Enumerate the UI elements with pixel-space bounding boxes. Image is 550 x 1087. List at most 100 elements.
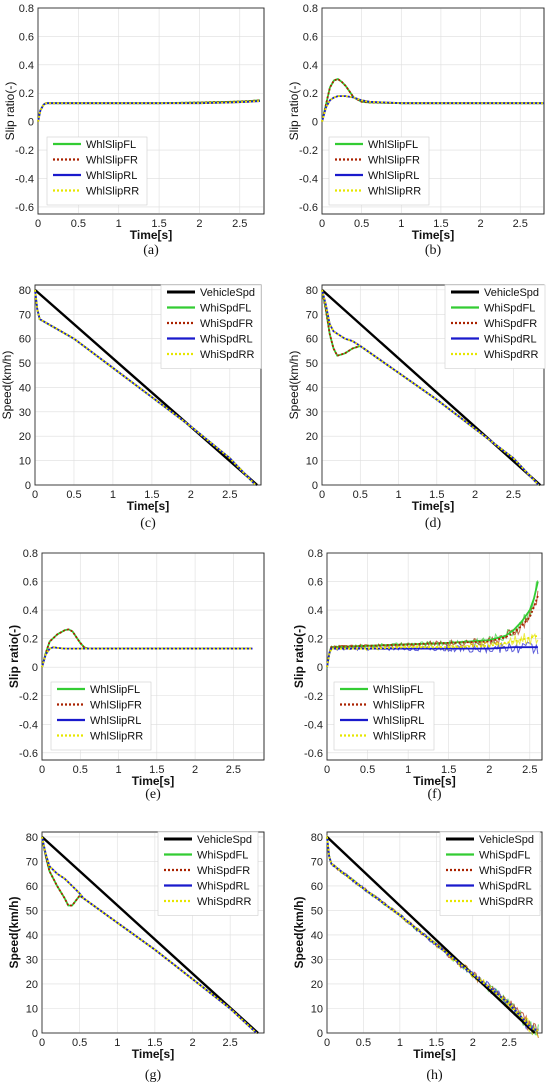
y-tick-label: -0.4 [304,719,323,731]
legend-label: WhlSlipRR [373,731,426,743]
plot-frame [326,552,543,761]
y-tick-label: 20 [19,431,31,443]
legend: VehicleSpd WhiSpdFL WhiSpdFR WhiSpdRL WhiSpd… [444,284,546,369]
y-tick-label: 0.8 [19,3,34,15]
legend-label: WhlSlipFR [368,155,420,167]
series-line-whlsliprl [41,646,253,668]
y-tick-label: -0.2 [19,691,38,703]
y-tick-label: 0 [32,662,38,674]
series-line-whispdfr [41,836,258,1034]
y-tick-label: -0.2 [15,145,34,157]
legend-label: WhiSpdRR [484,349,538,361]
x-tick-label: 2 [472,489,478,501]
legend-label: WhiSpdRL [479,881,532,893]
x-tick-label: 1 [397,1037,403,1049]
legend-label: WhlSlipFL [90,684,140,696]
chart-b: 0 0.5 1 1.5 2 2.5 0.8 0.6 0.4 0.2 0 -0.2 -0.4 -0.6 Whl… [287,3,545,258]
y-axis-label: Speed(km/h) [7,896,21,968]
x-tick-label: 2 [486,764,492,776]
x-tick-label: 2 [470,1037,476,1049]
x-tick-label: 1 [398,218,404,230]
y-tick-label: 50 [306,358,318,370]
x-tick-label: 2.5 [222,489,237,501]
x-tick-label: 0 [35,218,41,230]
legend: WhlSlipFL WhlSlipFR WhlSlipRL WhlSlipRR [333,681,435,751]
legend-box [160,284,262,369]
y-tick-label: 0.2 [303,88,318,100]
x-tick-label: 1.5 [151,218,166,230]
x-axis-label: Time[s] [413,1047,455,1061]
series-line-vehiclespd [34,288,258,486]
x-axis-label: Time[s] [412,499,454,513]
y-tick-label: 70 [311,856,323,868]
y-tick-label: 70 [19,309,31,321]
chart-a: 0 0.5 1 1.5 2 2.5 0.8 0.6 0.4 0.2 0 -0.2 -0.4 -0.6 Whl… [3,3,265,258]
x-axis-label: Time[s] [127,499,169,513]
legend-label: WhiSpdFR [484,318,537,330]
legend-label: WhlSlipFL [86,139,136,151]
series-line-whispdrr [326,836,539,1032]
y-tick-label: 0.6 [308,577,323,589]
x-tick-label: 2.5 [222,1037,237,1049]
y-tick-label: 70 [306,309,318,321]
legend-label: VehicleSpd [484,287,539,299]
y-tick-label: 60 [306,334,318,346]
x-tick-label: 0 [319,489,325,501]
chart-e: 0 0.5 1 1.5 2 2.5 0.8 0.6 0.4 0.2 0 -0.2 -0.4 -0.6 Whl… [7,548,265,802]
legend-label: WhiSpdFL [484,303,535,315]
y-tick-label: 0 [25,480,31,492]
x-tick-label: 0.5 [72,1037,87,1049]
plot-frame [326,831,543,1034]
legend-label: WhlSlipFR [373,700,425,712]
series-line-vehiclespd [321,289,541,486]
x-axis-label: Time[s] [412,228,454,242]
x-tick-label: 2 [192,764,198,776]
legend-label: WhlSlipFL [373,684,423,696]
legend-label: WhlSlipRL [90,715,141,727]
plot-frame [321,7,545,215]
x-tick-label: 2.5 [226,764,241,776]
x-tick-label: 2.5 [502,1037,517,1049]
y-tick-label: 20 [311,979,323,991]
plot-frame [34,284,262,486]
y-tick-label: 0.6 [303,31,318,43]
y-tick-label: -0.4 [299,173,318,185]
series-line-whlslipfr [321,77,544,122]
y-tick-label: 0.6 [23,577,38,589]
x-tick-label: 2.5 [513,218,528,230]
panel-caption: (f) [428,787,442,802]
x-tick-label: 1.5 [429,1037,444,1049]
legend-box [439,831,541,916]
legend: WhlSlipFL WhlSlipFR WhlSlipRL WhlSlipRR [328,136,430,206]
panel-caption: (e) [145,787,161,802]
x-axis-label: Time[s] [130,228,172,242]
y-tick-label: 80 [26,832,38,844]
x-tick-label: 1 [116,218,122,230]
y-tick-label: 60 [19,334,31,346]
y-tick-label: 10 [306,456,318,468]
legend-label: WhlSlipRL [373,715,424,727]
y-tick-label: 50 [311,905,323,917]
legend-box [46,136,148,206]
y-tick-label: 40 [19,382,31,394]
y-tick-label: 20 [306,431,318,443]
y-tick-label: 40 [26,930,38,942]
chart-c: 0 0.5 1 1.5 2 2.5 80 70 60 50 40 30 20 10 0 VehicleSpd W… [0,284,262,531]
series-line-vehiclespd [326,836,536,1034]
y-tick-label: 0.2 [19,88,34,100]
y-tick-label: 10 [26,1003,38,1015]
y-axis-label: Slip ratio(-) [3,82,17,141]
y-tick-label: 0.4 [19,60,34,72]
plot-frame [41,552,265,761]
legend: WhlSlipFL WhlSlipFR WhlSlipRL WhlSlipRR [50,681,152,751]
x-tick-label: 0 [39,764,45,776]
y-tick-label: 30 [311,954,323,966]
y-tick-label: 30 [26,954,38,966]
x-tick-label: 0.5 [354,218,369,230]
series-line-whlsliprr [321,95,544,122]
panel-caption: (h) [426,1068,443,1083]
y-tick-label: 80 [19,285,31,297]
y-tick-label: -0.6 [15,202,34,214]
legend: VehicleSpd WhiSpdFL WhiSpdFR WhiSpdRL WhiSpd… [157,831,259,916]
